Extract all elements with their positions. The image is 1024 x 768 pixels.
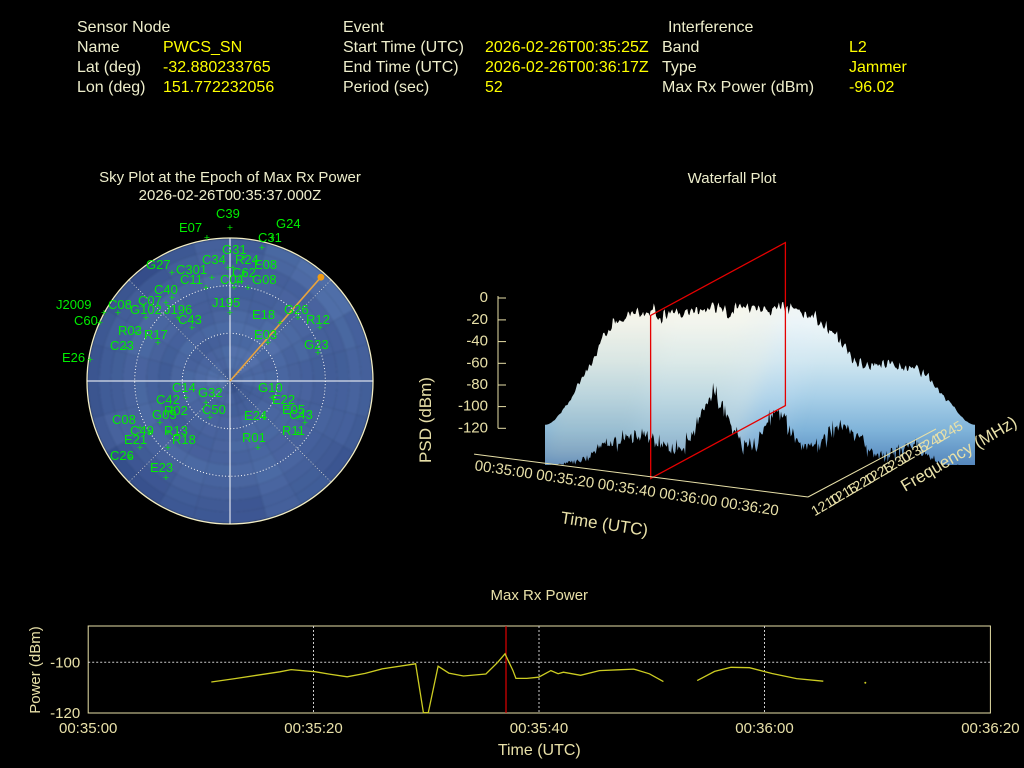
svg-text:G102: G102 — [130, 302, 162, 317]
svg-text:00:35:20: 00:35:20 — [284, 720, 342, 737]
svg-text:G08: G08 — [252, 272, 277, 287]
svg-text:-80: -80 — [466, 376, 488, 393]
svg-text:G03: G03 — [152, 407, 177, 422]
svg-text:Power (dBm): Power (dBm) — [27, 626, 44, 714]
svg-text:-100: -100 — [458, 398, 488, 415]
svg-text:C31: C31 — [258, 230, 282, 245]
svg-text:+: + — [87, 354, 93, 366]
svg-text:C23: C23 — [110, 338, 134, 353]
svg-text:C04: C04 — [220, 272, 244, 287]
svg-text:C08: C08 — [108, 297, 132, 312]
svg-text:-100: -100 — [50, 654, 80, 671]
svg-text:R01: R01 — [242, 430, 266, 445]
svg-text:+: + — [209, 272, 215, 284]
svg-text:PSD (dBm): PSD (dBm) — [416, 377, 435, 463]
svg-text:R11: R11 — [282, 423, 305, 438]
svg-text:G26: G26 — [284, 302, 309, 317]
svg-text:Max Rx Power: Max Rx Power — [491, 587, 589, 604]
svg-text:00:36:00: 00:36:00 — [658, 485, 718, 510]
svg-text:0: 0 — [480, 289, 488, 306]
svg-text:00:35:00: 00:35:00 — [59, 720, 117, 737]
svg-text:+: + — [277, 317, 283, 329]
svg-text:E18: E18 — [252, 307, 275, 322]
svg-text:-120: -120 — [458, 419, 488, 436]
svg-text:G23: G23 — [304, 337, 329, 352]
svg-text:G27: G27 — [146, 257, 171, 272]
svg-text:+: + — [245, 282, 251, 294]
svg-text:-40: -40 — [466, 333, 488, 350]
svg-text:R03: R03 — [118, 323, 142, 338]
svg-text:00:36:00: 00:36:00 — [735, 720, 793, 737]
svg-text:+: + — [165, 442, 171, 454]
svg-text:00:36:20: 00:36:20 — [961, 720, 1019, 737]
svg-text:C50: C50 — [202, 402, 226, 417]
svg-text:00:35:20: 00:35:20 — [535, 466, 595, 491]
svg-text:-60: -60 — [466, 354, 488, 371]
svg-text:Time (UTC): Time (UTC) — [559, 508, 649, 540]
svg-text:C43: C43 — [178, 312, 202, 327]
svg-text:R18: R18 — [172, 432, 196, 447]
svg-text:00:36:20: 00:36:20 — [720, 494, 780, 519]
svg-text:+: + — [227, 222, 233, 234]
svg-text:00:35:40: 00:35:40 — [510, 720, 568, 737]
svg-text:C43: C43 — [289, 407, 313, 422]
svg-text:G24: G24 — [276, 216, 301, 231]
svg-text:C39: C39 — [216, 206, 240, 221]
svg-text:00:35:40: 00:35:40 — [597, 476, 657, 501]
svg-text:Time (UTC): Time (UTC) — [498, 742, 581, 759]
svg-text:J2009: J2009 — [56, 297, 91, 312]
svg-text:C26: C26 — [110, 448, 134, 463]
svg-text:-20: -20 — [466, 311, 488, 328]
svg-text:E07: E07 — [179, 220, 202, 235]
svg-text:E23: E23 — [150, 460, 173, 475]
svg-text:E24: E24 — [244, 408, 267, 423]
svg-text:C60: C60 — [74, 313, 98, 328]
svg-text:C11: C11 — [180, 272, 203, 287]
svg-text:J195: J195 — [212, 295, 240, 310]
svg-text:E08: E08 — [254, 257, 277, 272]
svg-text:E26: E26 — [62, 350, 85, 365]
svg-text:+: + — [203, 282, 209, 294]
svg-text:R12: R12 — [306, 312, 330, 327]
svg-text:R17: R17 — [144, 327, 168, 342]
svg-text:E21: E21 — [124, 432, 147, 447]
svg-text:E03: E03 — [254, 327, 277, 342]
svg-text:+: + — [204, 232, 210, 244]
svg-text:G32: G32 — [198, 385, 223, 400]
